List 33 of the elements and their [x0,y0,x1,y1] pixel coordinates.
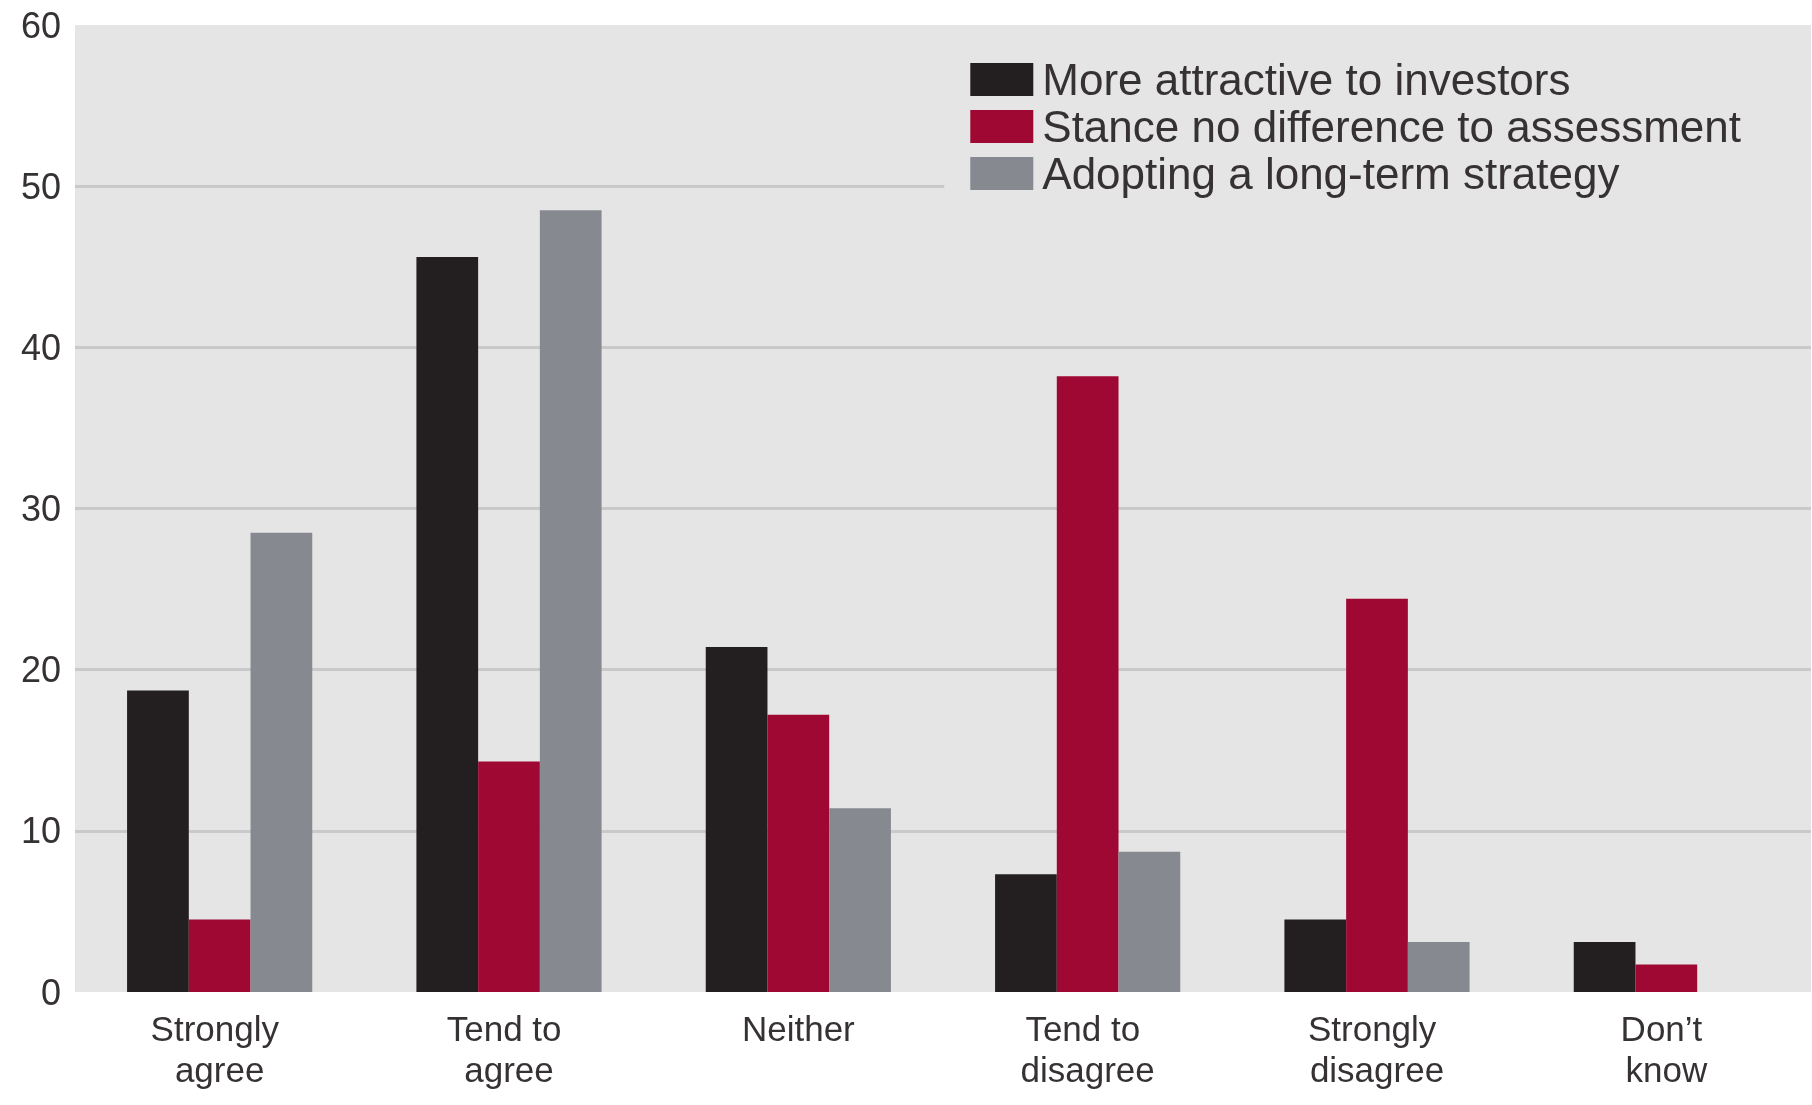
bar [127,690,189,992]
bar [829,808,891,992]
bar [416,257,479,992]
x-tick-label: Strongly disagree [1307,1009,1447,1089]
bar [1284,919,1347,992]
y-tick-label: 60 [20,4,61,46]
bar [705,647,768,992]
y-tick-label: 40 [20,326,61,368]
y-tick-label: 0 [40,971,61,1013]
legend-label: More attractive to investors [1042,55,1571,104]
bar [1573,942,1636,992]
legend-label: Stance no difference to assessment [1042,102,1741,151]
y-tick-label: 10 [20,810,61,852]
bar [188,919,251,992]
x-tick-label: Strongly agree [150,1009,289,1089]
bar [478,761,540,992]
y-tick-label: 50 [20,165,61,207]
bar [1118,851,1181,992]
bar [1346,598,1408,992]
y-tick-label: 30 [20,488,61,529]
legend-label: Adopting a long-term strategy [1042,149,1620,198]
x-tick-label: Neither [741,1009,856,1048]
bar [250,532,313,992]
bar [1056,376,1119,992]
bar [1407,942,1470,992]
bar [995,874,1057,992]
x-tick-label: Don’t know [1620,1009,1713,1089]
bar [539,210,602,992]
x-tick-label: Tend to disagree [1020,1009,1155,1089]
bar [767,714,830,992]
x-tick-label: Tend to agree [446,1009,572,1089]
y-tick-label: 20 [20,649,61,691]
bar [1635,964,1698,992]
